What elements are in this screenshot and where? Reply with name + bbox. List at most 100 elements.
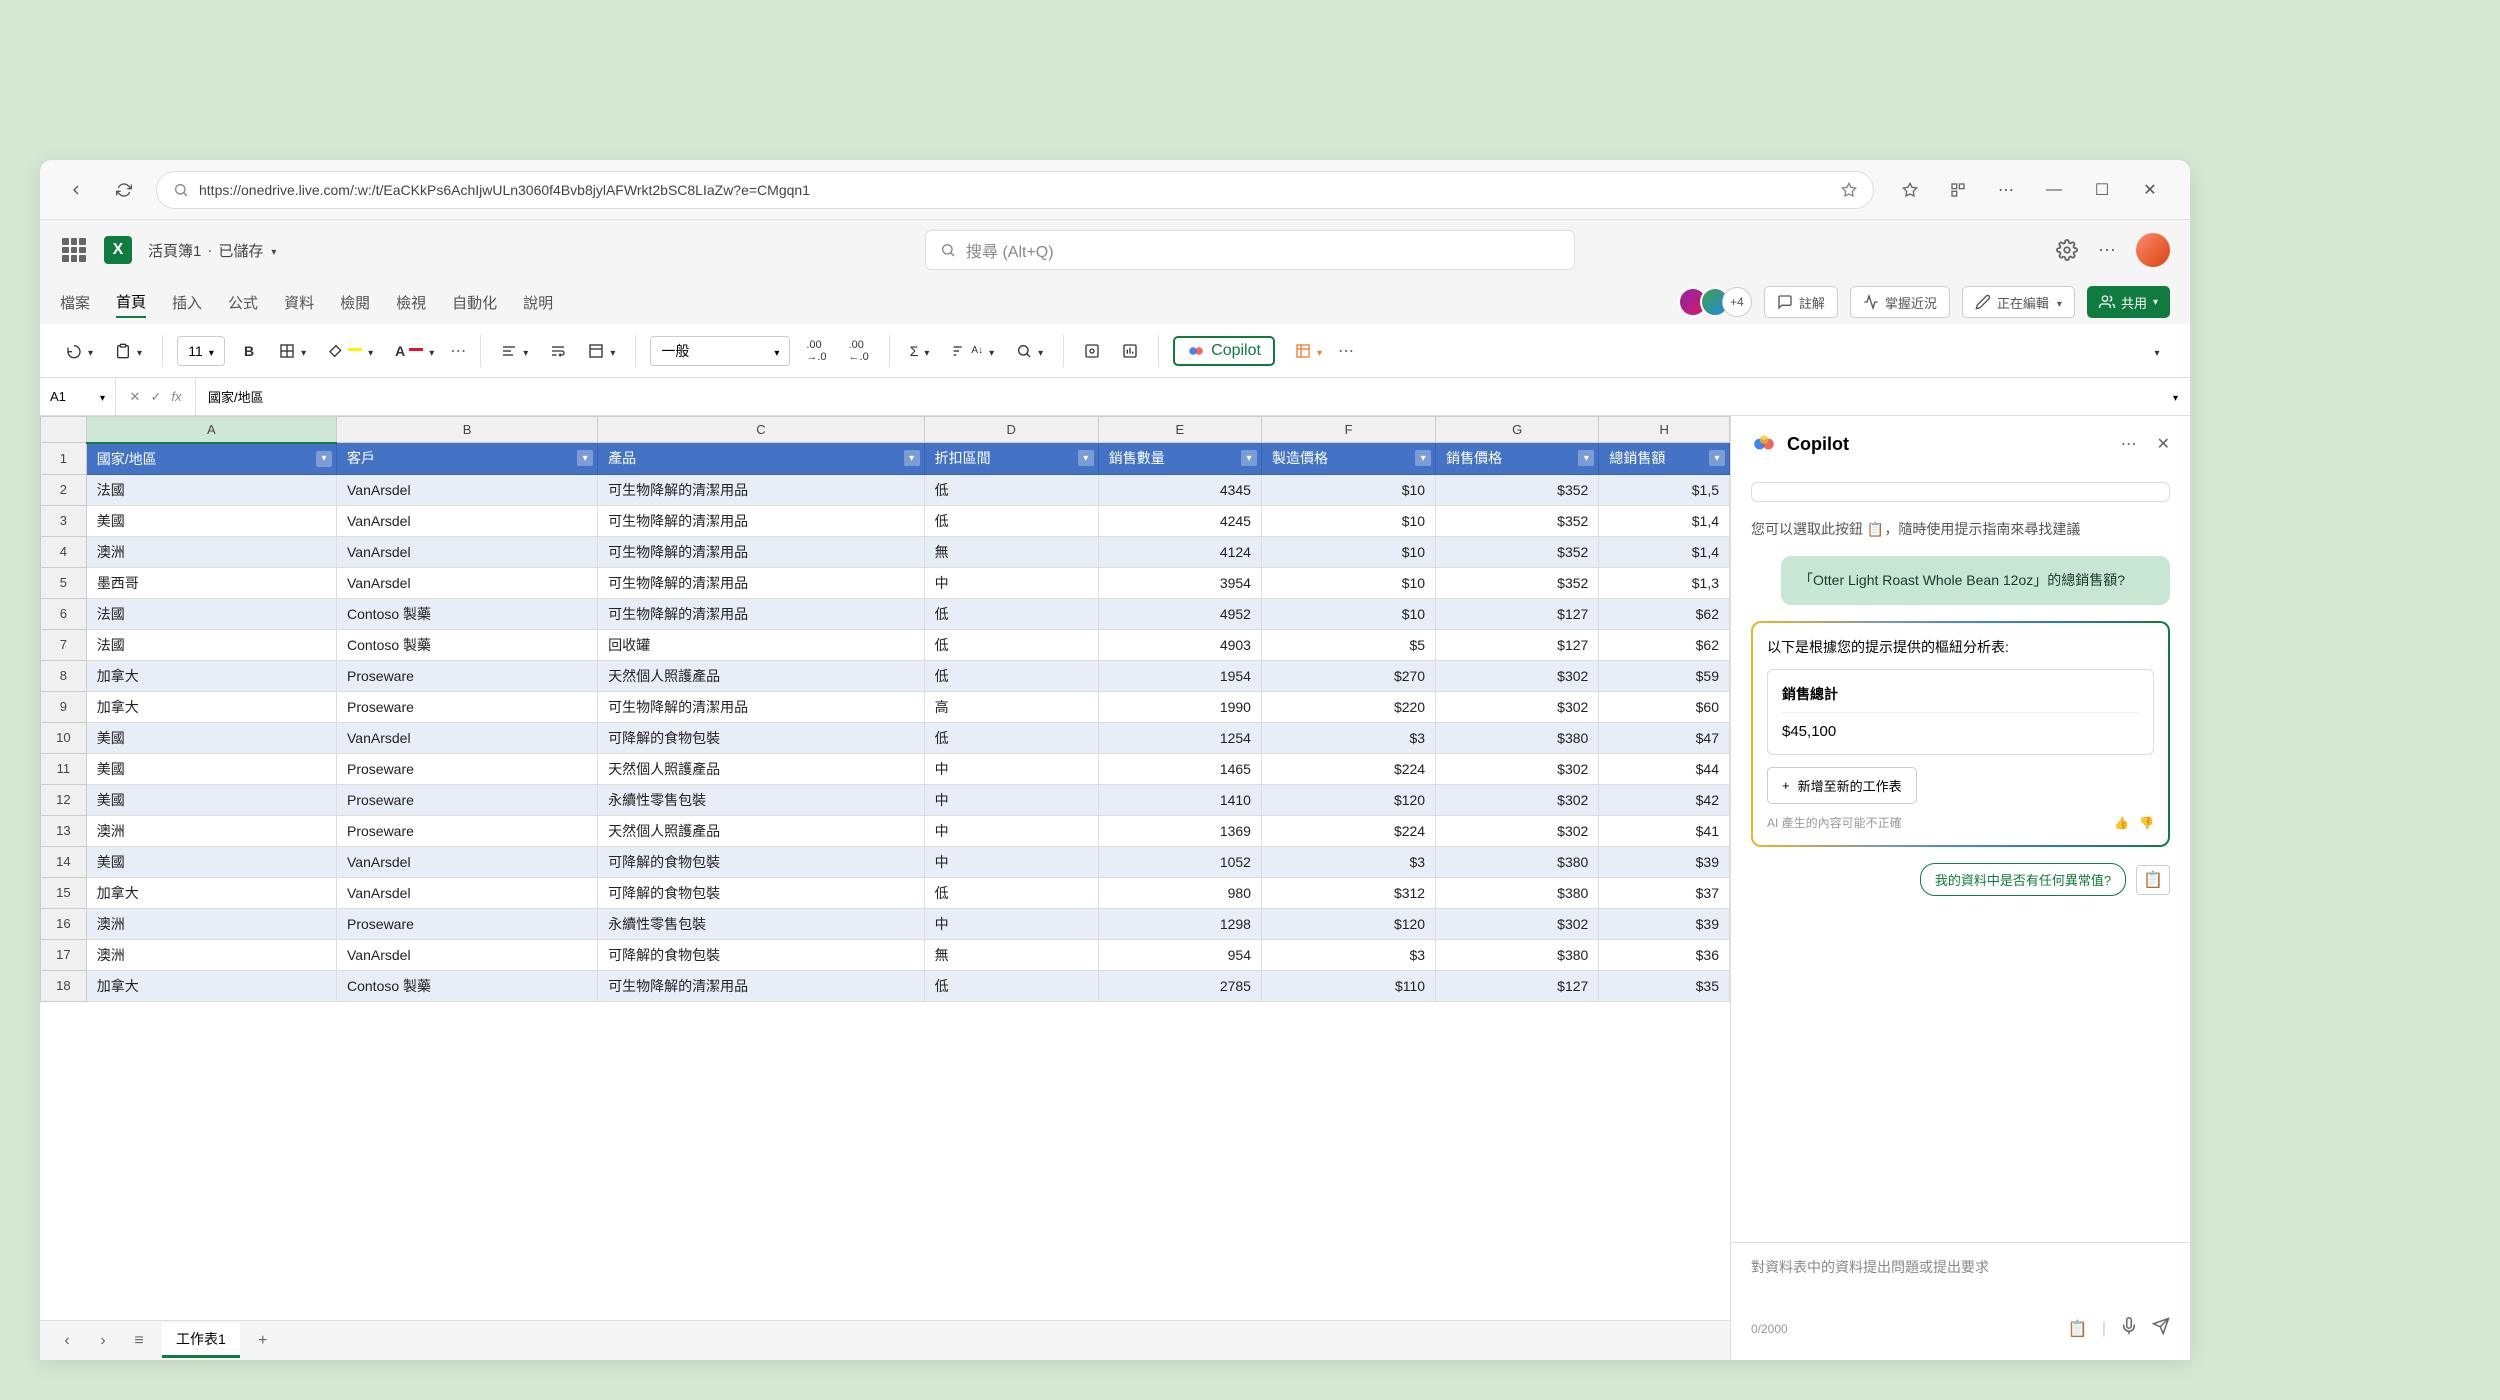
cell[interactable]: $62 — [1599, 629, 1730, 660]
more-icon[interactable]: ⋯ — [2098, 240, 2116, 261]
row-header-3[interactable]: 3 — [41, 505, 87, 536]
select-all-corner[interactable] — [41, 417, 87, 443]
row-header-16[interactable]: 16 — [41, 908, 87, 939]
row-header-5[interactable]: 5 — [41, 567, 87, 598]
cell[interactable]: Proseware — [337, 784, 598, 815]
cell[interactable]: 中 — [924, 815, 1098, 846]
merge-button[interactable] — [582, 335, 621, 367]
cell[interactable]: 可降解的食物包裝 — [598, 939, 924, 970]
cell[interactable]: $352 — [1436, 474, 1599, 505]
cell[interactable]: VanArsdel — [337, 505, 598, 536]
cell[interactable]: 中 — [924, 784, 1098, 815]
cell[interactable]: $47 — [1599, 722, 1730, 753]
cell[interactable]: 可生物降解的清潔用品 — [598, 474, 924, 505]
cell[interactable]: 法國 — [86, 629, 336, 660]
cell[interactable]: 可生物降解的清潔用品 — [598, 567, 924, 598]
table-header-cell[interactable]: 客戶▾ — [337, 443, 598, 475]
filter-icon[interactable]: ▾ — [904, 450, 920, 466]
cell[interactable]: $352 — [1436, 505, 1599, 536]
undo-button[interactable] — [60, 335, 99, 367]
formula-input[interactable]: 國家/地區 — [196, 387, 2171, 406]
cell[interactable]: $270 — [1261, 660, 1435, 691]
cell[interactable]: 可生物降解的清潔用品 — [598, 536, 924, 567]
close-panel-icon[interactable]: ✕ — [2157, 434, 2170, 454]
cell[interactable]: 980 — [1098, 877, 1261, 908]
cell[interactable]: 加拿大 — [86, 877, 336, 908]
table-header-cell[interactable]: 銷售數量▾ — [1098, 443, 1261, 475]
menu-tab-公式[interactable]: 公式 — [228, 288, 258, 317]
cell[interactable]: 高 — [924, 691, 1098, 722]
cell[interactable]: 澳洲 — [86, 815, 336, 846]
copilot-input[interactable]: 對資料表中的資料提出問題或提出要求 — [1751, 1257, 2170, 1307]
cell[interactable]: 中 — [924, 846, 1098, 877]
cancel-formula-icon[interactable]: ✕ — [130, 389, 141, 405]
menu-tab-自動化[interactable]: 自動化 — [452, 288, 497, 317]
cell[interactable]: 美國 — [86, 846, 336, 877]
cell[interactable]: VanArsdel — [337, 722, 598, 753]
cell[interactable]: 1410 — [1098, 784, 1261, 815]
cell[interactable]: 可降解的食物包裝 — [598, 877, 924, 908]
cell[interactable]: Proseware — [337, 753, 598, 784]
comments-button[interactable]: 註解 — [1764, 286, 1838, 318]
table-header-cell[interactable]: 國家/地區▾ — [86, 443, 336, 475]
col-header-A[interactable]: A — [86, 417, 336, 443]
prev-sheet-button[interactable]: ‹ — [54, 1328, 80, 1354]
prompt-guide-icon[interactable]: 📋 — [2068, 1319, 2088, 1339]
cell[interactable]: 法國 — [86, 474, 336, 505]
prompt-guide-icon[interactable]: 📋 — [2136, 865, 2170, 895]
cell[interactable]: $120 — [1261, 784, 1435, 815]
cell[interactable]: $59 — [1599, 660, 1730, 691]
thumbs-up-icon[interactable]: 👍 — [2114, 816, 2129, 830]
cell[interactable]: 3954 — [1098, 567, 1261, 598]
cell[interactable]: $380 — [1436, 722, 1599, 753]
cell[interactable]: $352 — [1436, 536, 1599, 567]
cell[interactable]: 美國 — [86, 753, 336, 784]
document-title[interactable]: 活頁簿1 · 已儲存 — [148, 240, 276, 261]
cell[interactable]: VanArsdel — [337, 939, 598, 970]
cell[interactable]: 可生物降解的清潔用品 — [598, 970, 924, 1001]
filter-icon[interactable]: ▾ — [1241, 450, 1257, 466]
cell[interactable]: $3 — [1261, 846, 1435, 877]
cell[interactable]: 加拿大 — [86, 660, 336, 691]
cell[interactable]: $39 — [1599, 908, 1730, 939]
user-avatar[interactable] — [2136, 233, 2170, 267]
cell[interactable]: $5 — [1261, 629, 1435, 660]
cell[interactable]: 可降解的食物包裝 — [598, 846, 924, 877]
ribbon-expand-button[interactable] — [2142, 335, 2170, 367]
cell[interactable]: 1254 — [1098, 722, 1261, 753]
col-header-B[interactable]: B — [337, 417, 598, 443]
cell[interactable]: 2785 — [1098, 970, 1261, 1001]
cell[interactable]: Proseware — [337, 908, 598, 939]
spreadsheet-grid[interactable]: ABCDEFGH1國家/地區▾客戶▾產品▾折扣區間▾銷售數量▾製造價格▾銷售價格… — [40, 416, 1730, 1320]
cell[interactable]: 美國 — [86, 505, 336, 536]
cell[interactable]: 澳洲 — [86, 939, 336, 970]
cell[interactable]: $127 — [1436, 598, 1599, 629]
decrease-decimal-button[interactable]: .00←.0 — [843, 335, 875, 367]
close-button[interactable]: ✕ — [2130, 174, 2170, 206]
enter-formula-icon[interactable]: ✓ — [150, 389, 161, 405]
cell[interactable]: $302 — [1436, 753, 1599, 784]
cell[interactable]: $42 — [1599, 784, 1730, 815]
cell[interactable]: $10 — [1261, 536, 1435, 567]
filter-icon[interactable]: ▾ — [577, 450, 593, 466]
copilot-ribbon-button[interactable]: Copilot — [1173, 336, 1275, 366]
cell[interactable]: 墨西哥 — [86, 567, 336, 598]
find-button[interactable] — [1010, 335, 1049, 367]
cell[interactable]: Proseware — [337, 660, 598, 691]
add-to-sheet-button[interactable]: + 新增至新的工作表 — [1767, 767, 1917, 804]
cell[interactable]: 低 — [924, 598, 1098, 629]
cell[interactable]: $41 — [1599, 815, 1730, 846]
cell[interactable]: VanArsdel — [337, 474, 598, 505]
more-ribbon-icon[interactable]: ⋯ — [1338, 341, 1354, 361]
cell[interactable]: $302 — [1436, 784, 1599, 815]
next-sheet-button[interactable]: › — [90, 1328, 116, 1354]
row-header-4[interactable]: 4 — [41, 536, 87, 567]
cell[interactable]: $1,3 — [1599, 567, 1730, 598]
cell[interactable]: 中 — [924, 753, 1098, 784]
cell[interactable]: $380 — [1436, 846, 1599, 877]
analyze-data-button[interactable] — [1116, 335, 1144, 367]
row-header-8[interactable]: 8 — [41, 660, 87, 691]
cell[interactable]: 1298 — [1098, 908, 1261, 939]
cell[interactable]: 4952 — [1098, 598, 1261, 629]
cell[interactable]: $302 — [1436, 908, 1599, 939]
